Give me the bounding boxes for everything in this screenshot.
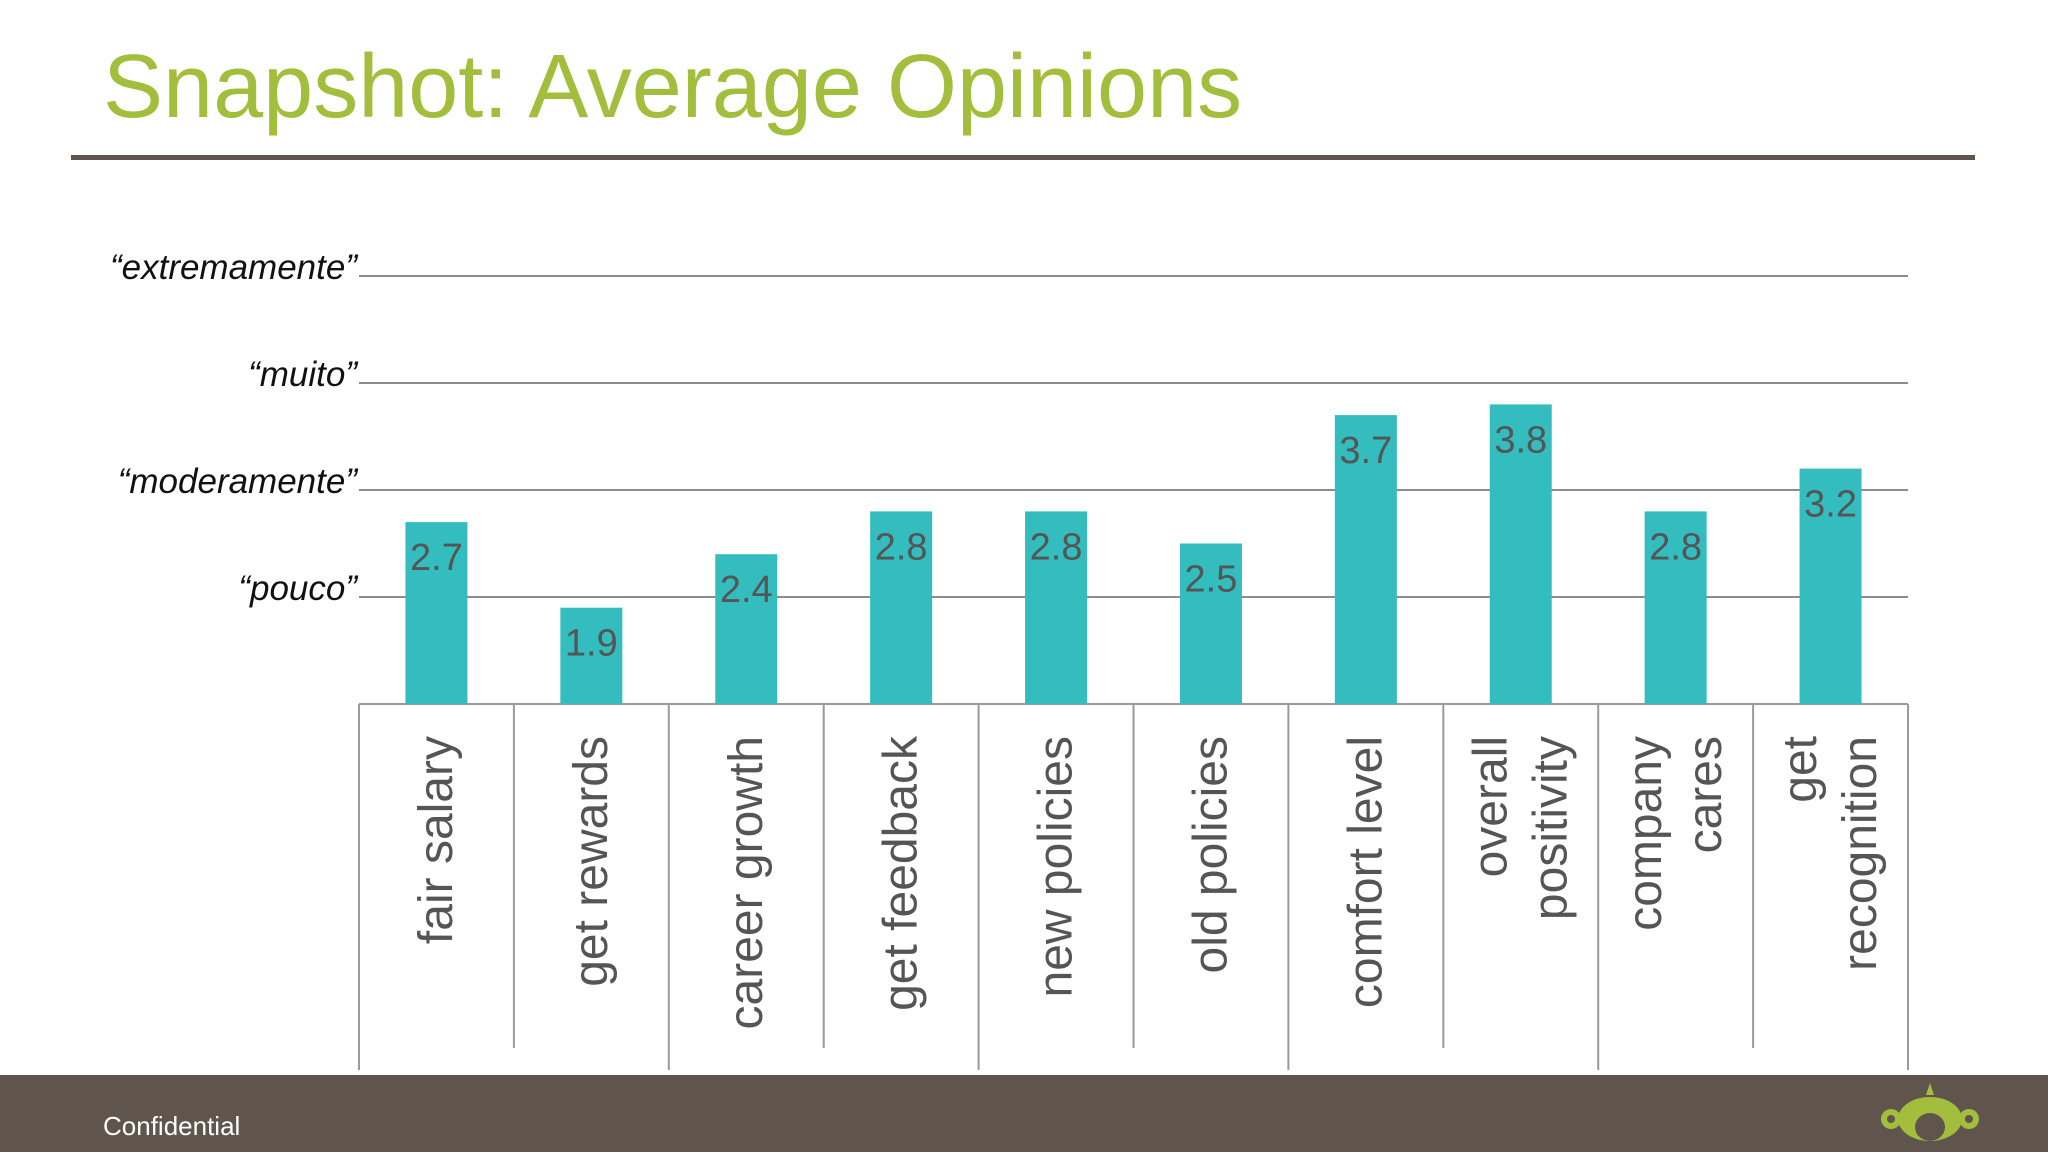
- y-axis-label: “extremamente”: [110, 248, 358, 287]
- bar: [715, 554, 778, 704]
- x-category-label: get rewards: [565, 736, 618, 987]
- x-category-label: career growth: [720, 736, 773, 1029]
- x-category-label: get feedback: [875, 735, 928, 1011]
- footer-confidential: Confidential: [103, 1111, 241, 1141]
- x-category-label: fair salary: [410, 736, 463, 944]
- bar: [1334, 415, 1397, 704]
- bar-value-label: 2.4: [720, 569, 773, 611]
- x-category-label: cares: [1679, 736, 1732, 853]
- x-category-label: new policies: [1030, 736, 1083, 997]
- bar: [1799, 468, 1862, 704]
- surveymonkey-logo-icon: [1878, 1081, 1982, 1152]
- bar-value-label: 3.2: [1804, 484, 1857, 526]
- x-category-label: comfort level: [1339, 736, 1392, 1008]
- bar: [405, 522, 468, 704]
- bar-value-label: 2.8: [1649, 526, 1702, 568]
- y-axis-label: “pouco”: [238, 569, 358, 608]
- x-category-label: overall: [1464, 736, 1517, 877]
- bar-value-label: 2.8: [875, 526, 928, 568]
- bar-value-label: 2.7: [410, 537, 463, 579]
- bar-value-label: 2.5: [1185, 559, 1238, 601]
- title-divider: [71, 155, 1975, 160]
- bar: [560, 607, 623, 704]
- slide-title: Snapshot: Average Opinions: [103, 37, 1243, 137]
- y-axis-label: “muito”: [248, 355, 358, 394]
- bar: [1489, 404, 1552, 704]
- bar-value-label: 3.7: [1339, 430, 1392, 472]
- footer-bar: Confidential: [0, 1075, 2048, 1152]
- x-category-label: positivity: [1524, 736, 1577, 920]
- bar: [1179, 543, 1242, 704]
- bar: [1025, 511, 1088, 704]
- y-axis-label: “moderamente”: [118, 462, 359, 501]
- x-category-label: get: [1774, 736, 1827, 803]
- bar-chart: “pouco” “moderamente” “muito” “extremamente…: [110, 248, 1909, 1070]
- x-category-label: company: [1619, 736, 1672, 931]
- bar-value-label: 3.8: [1494, 419, 1547, 461]
- x-category-label: recognition: [1834, 736, 1887, 971]
- bar: [1644, 511, 1707, 704]
- bar-value-label: 1.9: [565, 623, 618, 665]
- bar: [870, 511, 933, 704]
- x-category-label: old policies: [1184, 736, 1237, 973]
- bar-value-label: 2.8: [1030, 526, 1083, 568]
